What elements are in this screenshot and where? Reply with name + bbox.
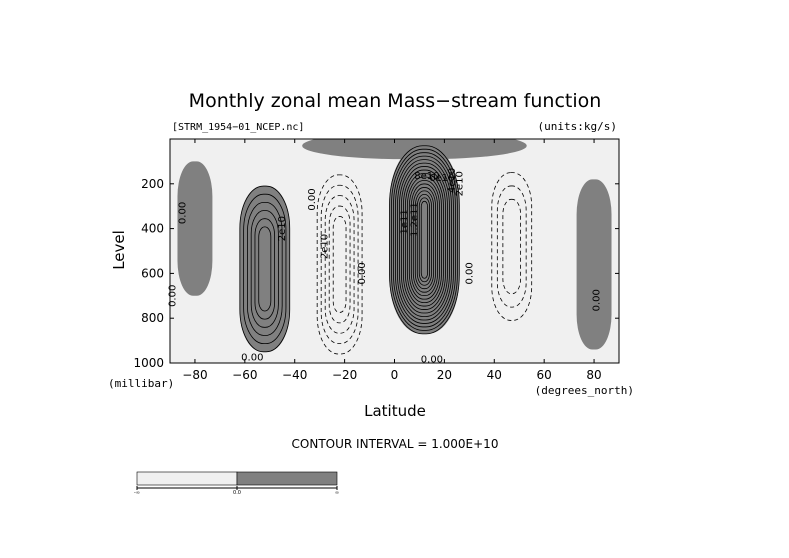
colorbar: -∞ 0.0 ∞ [134, 471, 339, 496]
colorbar-tick-label: 0.0 [233, 490, 241, 496]
contour-label: 1e11 [399, 209, 410, 234]
units-label: (units:kg/s) [538, 120, 617, 133]
positive-contour [247, 201, 283, 336]
negative-contour [320, 184, 359, 345]
positive-contour [404, 173, 444, 307]
positive-contour [418, 197, 430, 283]
positive-contour [391, 148, 458, 331]
positive-region [576, 179, 612, 350]
contour-interval-text: CONTOUR INTERVAL = 1.000E+10 [292, 437, 499, 451]
contour-label: 0.00 [592, 289, 603, 311]
file-label: [STRM_1954−01_NCEP.nc] [172, 122, 304, 133]
colorbar-positive-swatch [236, 471, 338, 486]
x-tick-label: 0 [391, 368, 399, 382]
x-tick-label: 40 [487, 368, 502, 382]
y-tick-label: 200 [141, 177, 164, 191]
contour-label: 2e10 [454, 171, 465, 196]
contour-label: 0.00 [177, 202, 188, 224]
y-tick-label: 1000 [133, 356, 164, 370]
positive-contour [412, 187, 436, 293]
positive-contour [393, 152, 456, 328]
positive-contour [258, 226, 272, 312]
positive-contour [403, 169, 446, 310]
y-axis-label: Level [110, 230, 128, 270]
contour-label: 0.00 [464, 262, 475, 284]
negative-contour [324, 195, 355, 334]
positive-contour [401, 166, 448, 314]
x-axis-units: (degrees_north) [535, 384, 634, 397]
contour-label: 0.00 [421, 355, 443, 366]
contour-label: 0.00 [357, 262, 368, 284]
negative-contour [328, 205, 351, 324]
positive-contour [243, 193, 287, 345]
colorbar-tick-label: ∞ [335, 490, 339, 496]
positive-contour [420, 200, 429, 279]
negative-contour [316, 174, 363, 355]
chart-title: Monthly zonal mean Mass−stream function [189, 90, 602, 112]
contour-label: 6e10 [429, 173, 454, 184]
x-tick-label: −20 [332, 368, 357, 382]
colorbar-tick-label: -∞ [134, 490, 140, 496]
y-axis-units: (millibar) [108, 377, 174, 390]
contour-label: 4e10 [447, 168, 458, 193]
positive-contour [397, 159, 452, 321]
y-tick-label: 400 [141, 222, 164, 236]
positive-contour [406, 176, 442, 304]
contour-label: 0.00 [241, 352, 263, 363]
x-tick-label: 60 [537, 368, 552, 382]
x-axis-label: Latitude [364, 402, 426, 420]
positive-contour [410, 183, 438, 297]
positive-contour [416, 193, 432, 286]
positive-contour [250, 210, 279, 328]
positive-contour [389, 145, 460, 335]
contour-label: 2e10 [277, 216, 288, 241]
negative-contour [491, 172, 533, 321]
y-tick-label: 600 [141, 266, 164, 280]
x-tick-label: 80 [586, 368, 601, 382]
contour-label: 1.2e11 [409, 202, 420, 237]
positive-contour [254, 218, 276, 320]
contour-label: 0.00 [307, 188, 318, 210]
x-tick-label: −40 [282, 368, 307, 382]
positive-contour [414, 190, 434, 290]
positive-contour [399, 162, 450, 317]
positive-contour [395, 155, 454, 324]
y-tick-label: 800 [141, 311, 164, 325]
positive-contour [408, 180, 440, 300]
contour-label: 0.00 [167, 285, 178, 307]
x-tick-label: −80 [182, 368, 207, 382]
colorbar-negative-swatch [136, 471, 238, 486]
x-tick-label: 20 [437, 368, 452, 382]
negative-contour [332, 216, 347, 313]
negative-contour [496, 185, 527, 308]
x-tick-label: −60 [232, 368, 257, 382]
positive-region [177, 161, 213, 296]
positive-cell [239, 186, 290, 352]
contour-lines [239, 145, 533, 355]
contour-label: 8e10 [414, 171, 439, 182]
axes: −80 −60 −40 −20 0 20 40 60 80 200 400 600 800 1000 [133, 139, 619, 382]
positive-contour [239, 185, 291, 353]
contour-label: 2e10 [320, 234, 331, 259]
negative-contour [502, 198, 522, 295]
